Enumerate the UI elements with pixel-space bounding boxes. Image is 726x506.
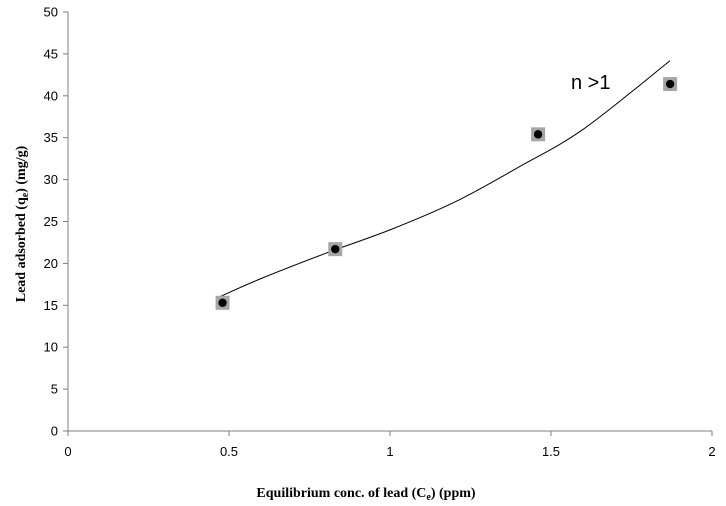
y-axis-title-main: Lead adsorbed (q <box>14 197 29 302</box>
data-point-marker-dot <box>665 79 675 89</box>
data-point <box>215 295 230 310</box>
data-point <box>531 127 546 142</box>
x-tick-label: 2 <box>708 444 715 459</box>
y-tick-label: 0 <box>51 424 58 439</box>
x-tick-label: 1 <box>386 444 393 459</box>
data-points <box>215 77 678 310</box>
y-axis-title-tail: ) (mg/g) <box>14 145 29 192</box>
y-axis-title-sub: e <box>20 192 31 197</box>
y-tick-label: 15 <box>44 298 58 313</box>
data-point-marker-dot <box>533 130 543 139</box>
y-tick-label: 5 <box>51 382 58 397</box>
y-tick-label: 50 <box>44 5 58 20</box>
y-axis-title: Lead adsorbed (qe) (mg/g) <box>14 145 31 302</box>
x-axis-title-tail: ) (ppm) <box>431 486 476 501</box>
y-axis-ticks: 0 5 10 15 20 25 30 35 40 45 50 <box>44 5 68 439</box>
data-point <box>328 242 343 257</box>
y-tick-label: 40 <box>44 88 58 103</box>
y-tick-label: 25 <box>44 214 58 229</box>
x-axis-title-sub: e <box>426 492 431 503</box>
axes <box>67 12 712 432</box>
data-point <box>663 77 678 92</box>
x-axis-title: Equilibrium conc. of lead (Ce) (ppm) <box>256 486 475 503</box>
x-tick-label: 0.5 <box>220 444 238 459</box>
x-axis-title-main: Equilibrium conc. of lead (C <box>256 486 426 501</box>
x-tick-label: 0 <box>64 444 71 459</box>
data-point-marker-dot <box>331 244 340 254</box>
trend-line <box>219 60 671 298</box>
data-point-marker-dot <box>218 298 227 307</box>
y-tick-label: 35 <box>44 130 58 145</box>
y-tick-label: 30 <box>44 172 58 187</box>
y-tick-label: 45 <box>44 46 58 61</box>
x-tick-label: 1.5 <box>542 444 560 459</box>
annotation-text: n >1 <box>571 72 610 94</box>
y-tick-label: 10 <box>44 340 58 355</box>
x-axis-ticks: 0 0.5 1 1.5 2 <box>64 431 716 459</box>
y-tick-label: 20 <box>44 256 58 271</box>
